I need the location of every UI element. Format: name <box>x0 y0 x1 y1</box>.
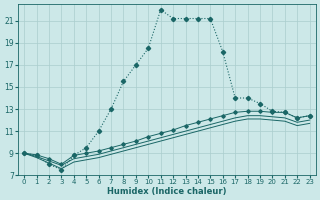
X-axis label: Humidex (Indice chaleur): Humidex (Indice chaleur) <box>107 187 227 196</box>
